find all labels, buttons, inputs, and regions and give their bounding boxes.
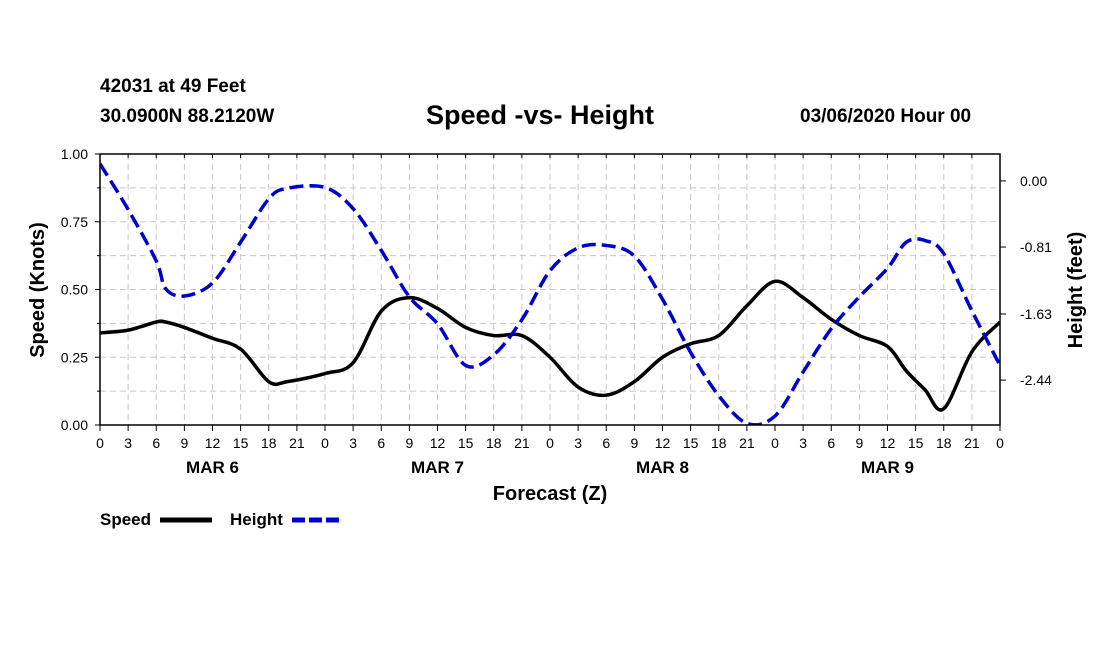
x-tick-label: 6	[377, 435, 385, 451]
y-tick-label: 0.25	[61, 349, 88, 365]
x-tick-label: 18	[486, 435, 502, 451]
day-label: MAR 7	[411, 458, 464, 477]
x-tick-label: 18	[936, 435, 952, 451]
x-tick-label: 15	[233, 435, 249, 451]
x-tick-label: 9	[630, 435, 638, 451]
x-tick-label: 15	[908, 435, 924, 451]
x-tick-label: 21	[289, 435, 305, 451]
speed-series-line	[100, 279, 1000, 412]
x-tick-label: 0	[771, 435, 779, 451]
series-layer	[100, 162, 1000, 425]
coordinates-label: 30.0900N 88.2120W	[100, 106, 275, 127]
x-tick-label: 12	[430, 435, 446, 451]
forecast-date-label: 03/06/2020 Hour 00	[800, 106, 972, 127]
x-tick-label: 6	[602, 435, 610, 451]
y-axis-title: Speed (Knots)	[27, 222, 49, 358]
x-tick-label: 0	[321, 435, 329, 451]
x-tick-label: 18	[711, 435, 727, 451]
y-tick-label: 0.50	[61, 282, 88, 298]
y2-tick-label: -0.81	[1020, 239, 1052, 255]
legend-height-label: Height	[230, 510, 283, 529]
chart-title: Speed -vs- Height	[426, 100, 655, 130]
y-tick-label: 0.75	[61, 214, 88, 230]
y2-tick-label: -1.63	[1020, 306, 1052, 322]
legend: Speed Height	[100, 510, 342, 529]
y2-tick-label: 0.00	[1020, 173, 1047, 189]
x-tick-label: 6	[827, 435, 835, 451]
day-label: MAR 6	[186, 458, 239, 477]
x-tick-label: 9	[855, 435, 863, 451]
day-label: MAR 9	[861, 458, 914, 477]
x-tick-label: 15	[458, 435, 474, 451]
height-series-line	[100, 162, 1000, 425]
x-tick-label: 0	[996, 435, 1004, 451]
y-tick-label: 1.00	[61, 146, 88, 162]
x-axis-title: Forecast (Z)	[493, 483, 607, 505]
x-tick-label: 21	[739, 435, 755, 451]
x-tick-label: 0	[546, 435, 554, 451]
x-tick-label: 0	[96, 435, 104, 451]
x-tick-label: 6	[152, 435, 160, 451]
y2-axis-title: Height (feet)	[1065, 232, 1087, 349]
x-tick-label: 3	[799, 435, 807, 451]
x-tick-label: 9	[180, 435, 188, 451]
y-tick-label: 0.00	[61, 417, 88, 433]
x-tick-label: 12	[880, 435, 896, 451]
x-tick-label: 12	[205, 435, 221, 451]
x-tick-label: 3	[574, 435, 582, 451]
x-tick-label: 3	[349, 435, 357, 451]
y2-tick-label: -2.44	[1020, 372, 1052, 388]
x-tick-label: 15	[683, 435, 699, 451]
day-label: MAR 8	[636, 458, 689, 477]
x-tick-label: 21	[514, 435, 530, 451]
axes: 0 3 6 9 12 15 18 21 0 3 6 9 12 15 18 21 0 3 6 9 12 15 18 21 0 3 6 9…	[61, 146, 1052, 477]
x-tick-label: 12	[655, 435, 671, 451]
legend-speed-label: Speed	[100, 510, 151, 529]
station-label: 42031 at 49 Feet	[100, 76, 246, 97]
x-tick-label: 3	[124, 435, 132, 451]
x-tick-label: 18	[261, 435, 277, 451]
x-tick-label: 21	[964, 435, 980, 451]
x-tick-label: 9	[405, 435, 413, 451]
